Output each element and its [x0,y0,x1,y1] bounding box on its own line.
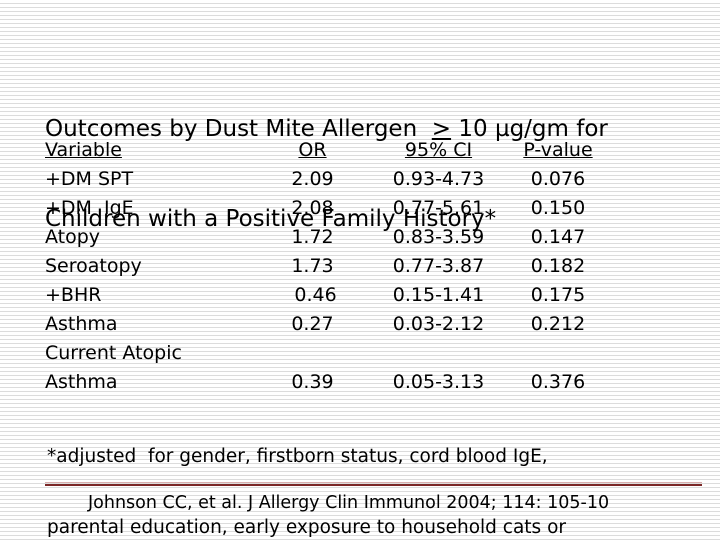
table-cell-ci: 0.15-1.41 [392,284,485,306]
table-cell-or: 0.46 [288,284,337,306]
table-cell-ci: 0.03-2.12 [392,313,485,335]
table-cell-p: 0.147 [530,226,586,248]
table-cell-variable: Asthma [45,371,118,393]
table-cell-ci: 0.83-3.59 [392,226,485,248]
table-cell-p: 0.175 [530,284,586,306]
table-row: Asthma 0.39 0.05-3.13 0.376 [45,368,615,397]
divider-line-dark [45,484,702,486]
slide-title-line1: Outcomes by Dust Mite Allergen > 10 µg/g… [45,114,608,144]
table-cell-variable: +BHR [45,284,102,306]
title-text-before: Outcomes by Dust Mite Allergen [45,116,432,142]
table-cell-ci [365,339,512,368]
divider-line-light [45,482,702,483]
slide-title-line2: Children with a Positive Family History* [45,206,497,232]
table-row: +BHR 0.46 0.15-1.41 0.175 [45,281,615,310]
table-cell-p: 0.376 [530,371,586,393]
table-cell-variable: Asthma [45,313,118,335]
table-cell-p: 0.212 [530,313,586,335]
title-text-after: 10 µg/gm for [451,116,608,142]
table-cell-variable: +DM IgE [45,197,134,219]
divider-line [45,482,702,486]
slide-title: Outcomes by Dust Mite Allergen > 10 µg/g… [45,54,608,294]
table-cell-p: 0.182 [530,255,586,277]
table-cell-or [260,339,365,368]
table-cell-variable: Atopy [45,226,101,248]
header-p-value: P-value [523,139,593,161]
table-cell-variable: +DM SPT [45,168,134,190]
table-cell-or: 0.39 [291,371,334,393]
table-cell-variable: Current Atopic [45,342,182,364]
header-variable: Variable [45,139,122,161]
table-cell-p [512,339,604,368]
table-cell-ci: 0.05-3.13 [392,371,485,393]
footnote-line: parental education, early exposure to ho… [47,516,566,538]
footnote-line: *adjusted for gender, firstborn status, … [47,446,548,467]
table-cell-p: 0.076 [530,168,586,190]
table-row: Current Atopic [45,339,615,368]
footnote: *adjusted for gender, firstborn status, … [47,398,566,540]
table-row: Asthma 0.27 0.03-2.12 0.212 [45,310,615,339]
table-cell-ci: 0.77-3.87 [392,255,485,277]
header-ci: 95% CI [404,139,473,161]
outcomes-table: Variable OR 95% CI P-value +DM SPT 2.09 0.… [45,136,615,397]
table-cell-or: 2.09 [291,168,334,190]
table-header-row: Variable OR 95% CI P-value [45,136,615,165]
table-row: +DM SPT 2.09 0.93-4.73 0.076 [45,165,615,194]
table-cell-or: 2.08 [291,197,334,219]
table-body: +DM SPT 2.09 0.93-4.73 0.076 +DM IgE 2.08 0.77… [45,165,615,397]
table-cell-ci: 0.93-4.73 [392,168,485,190]
table-cell-variable: Seroatopy [45,255,142,277]
table-cell-or: 0.27 [291,313,334,335]
table-row: +DM IgE 2.08 0.77-5.61 0.150 [45,194,615,223]
table-row: Seroatopy 1.73 0.77-3.87 0.182 [45,252,615,281]
table-row: Atopy 1.72 0.83-3.59 0.147 [45,223,615,252]
greater-equal-symbol: > [431,116,452,142]
table-cell-or: 1.73 [291,255,334,277]
header-or: OR [298,139,327,161]
table-cell-or: 1.72 [291,226,334,248]
citation: Johnson CC, et al. J Allergy Clin Immuno… [88,493,610,513]
table-cell-p: 0.150 [530,197,586,219]
table-cell-ci: 0.77-5.61 [392,197,485,219]
